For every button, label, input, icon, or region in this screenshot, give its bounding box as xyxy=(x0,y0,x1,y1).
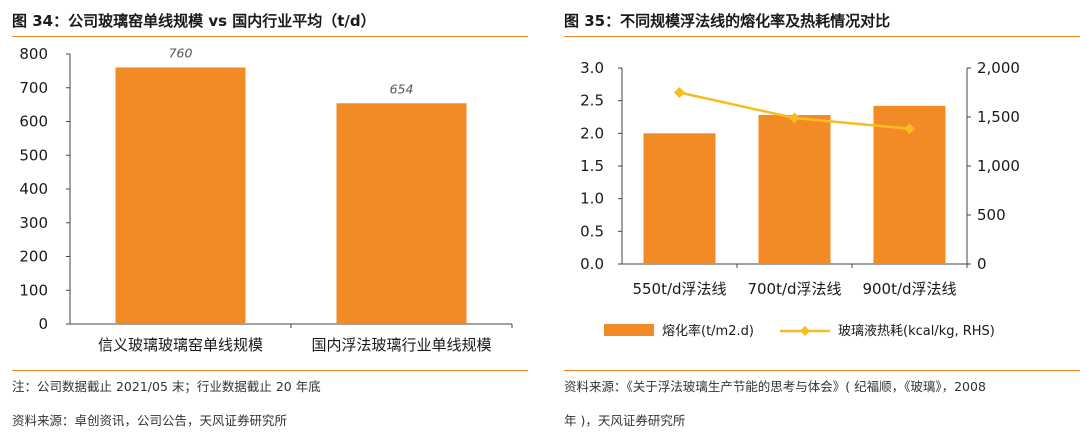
left-note: 注：公司数据截止 2021/05 末；行业数据截止 20 年底 xyxy=(12,379,321,394)
y-tick-label: 200 xyxy=(19,248,48,266)
heat-consumption-marker xyxy=(789,112,800,124)
x-category-label: 700t/d浮法线 xyxy=(747,280,841,298)
left-y-tick-label: 0.5 xyxy=(580,222,604,240)
x-category-label: 国内浮法玻璃行业单线规模 xyxy=(311,336,491,354)
left-chart-title: 图 34：公司玻璃窑单线规模 vs 国内行业平均（t/d） xyxy=(12,12,376,30)
left-y-tick-label: 2.5 xyxy=(580,92,604,110)
right-combo-chart: 0.0 0.5 1.0 1.5 2.0 2.5 3.0 0 500 1,000 1,500 2,000… xyxy=(580,59,1020,339)
left-y-tick-label: 1.0 xyxy=(580,190,604,208)
y-tick-label: 600 xyxy=(19,113,48,131)
bar-value-label: 654 xyxy=(390,81,414,96)
left-y-tick-label: 2.0 xyxy=(580,124,604,142)
legend-bar-label: 熔化率(t/m2.d) xyxy=(662,323,754,339)
left-title-divider xyxy=(12,36,528,37)
left-figure-panel: 图 34：公司玻璃窑单线规模 vs 国内行业平均（t/d） 0 100 200 300… xyxy=(0,0,528,441)
left-y-tick-label: 3.0 xyxy=(580,59,604,77)
left-y-tick-label: 1.5 xyxy=(580,157,604,175)
y-tick-label: 400 xyxy=(19,180,48,198)
legend-line-label: 玻璃液热耗(kcal/kg, RHS) xyxy=(838,324,995,339)
left-bar-chart: 0 100 200 300 400 500 600 700 800 760 信义玻璃玻璃窑单线规模 6… xyxy=(19,45,513,354)
right-y-tick-label: 1,500 xyxy=(977,108,1020,126)
x-category-label: 900t/d浮法线 xyxy=(862,280,956,298)
y-tick-label: 300 xyxy=(19,214,48,232)
legend-line-marker xyxy=(800,326,810,336)
right-source-line-1: 资料来源：《关于浮法玻璃生产节能的思考与体会》( 纪福顺，《玻璃》，2008 xyxy=(564,379,986,394)
left-footer-divider xyxy=(12,370,528,371)
left-source: 资料来源：卓创资讯，公司公告，天风证券研究所 xyxy=(12,413,288,428)
right-y-tick-label: 0 xyxy=(977,255,987,273)
melting-rate-bar xyxy=(643,133,716,264)
melting-rate-bar xyxy=(758,115,831,264)
x-category-label: 550t/d浮法线 xyxy=(632,280,726,298)
y-tick-label: 800 xyxy=(19,45,48,63)
right-source-line-2: 年 )，天风证券研究所 xyxy=(564,413,686,428)
bar xyxy=(115,67,246,324)
y-tick-label: 0 xyxy=(38,315,48,333)
right-y-tick-label: 1,000 xyxy=(977,157,1020,175)
heat-consumption-marker xyxy=(904,123,915,135)
x-category-label: 信义玻璃玻璃窑单线规模 xyxy=(98,336,263,354)
bar xyxy=(336,103,467,325)
right-chart-title: 图 35：不同规模浮法线的熔化率及热耗情况对比 xyxy=(564,12,891,30)
right-figure-panel: 图 35：不同规模浮法线的熔化率及热耗情况对比 0.0 0.5 1.0 1.5 2.0 2… xyxy=(552,0,1080,441)
right-y-tick-label: 500 xyxy=(977,206,1006,224)
right-title-divider xyxy=(564,36,1080,37)
y-tick-label: 700 xyxy=(19,79,48,97)
bar-value-label: 760 xyxy=(169,46,193,61)
left-y-tick-label: 0.0 xyxy=(580,255,604,273)
y-tick-label: 500 xyxy=(19,146,48,164)
right-y-tick-label: 2,000 xyxy=(977,59,1020,77)
right-footer-divider xyxy=(564,370,1080,371)
heat-consumption-marker xyxy=(674,87,685,98)
y-tick-label: 100 xyxy=(19,281,48,299)
legend-bar-swatch xyxy=(604,324,654,336)
